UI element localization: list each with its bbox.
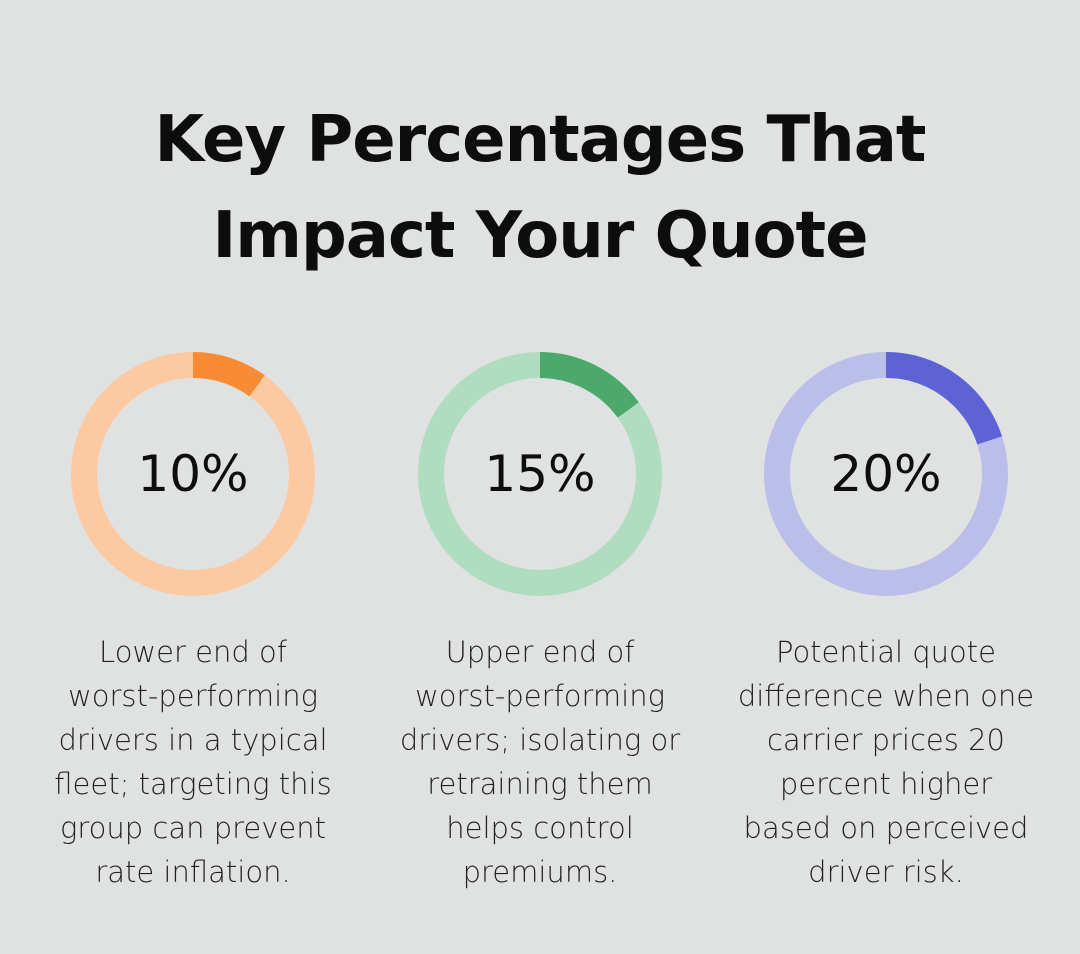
metric-description-2: Upper end of worst-performing drivers; i…	[370, 630, 710, 894]
metric-card-3: 20% Potential quote difference when one …	[716, 352, 1056, 894]
donut-chart-1: 10%	[71, 352, 315, 596]
description-line: premiums.	[462, 855, 618, 889]
metric-card-2: 15% Upper end of worst-performing driver…	[370, 352, 710, 894]
description-line: based on perceived	[743, 811, 1029, 845]
metric-description-1: Lower end of worst-performing drivers in…	[23, 630, 363, 894]
description-line: Lower end of	[99, 635, 287, 669]
description-line: group can prevent	[59, 811, 327, 845]
donut-arc-3	[764, 352, 1008, 596]
donut-chart-2: 15%	[418, 352, 662, 596]
description-line: Upper end of	[445, 635, 635, 669]
percentage-value-1: 10%	[137, 445, 249, 503]
metric-description-3: Potential quote difference when one carr…	[716, 630, 1056, 894]
donut-arc-1	[71, 352, 315, 596]
donut-arc-2	[418, 352, 662, 596]
metric-card-1: 10% Lower end of worst-performing driver…	[23, 352, 363, 894]
description-line: fleet; targeting this	[54, 767, 332, 801]
description-line: helps control	[446, 811, 634, 845]
description-line: retraining them	[427, 767, 653, 801]
title-line-2: Impact Your Quote	[212, 199, 868, 273]
title-line-1: Key Percentages That	[154, 103, 926, 177]
description-line: carrier prices 20	[766, 723, 1005, 757]
percentage-value-3: 20%	[830, 445, 942, 503]
description-line: worst-performing	[68, 679, 318, 713]
description-line: drivers; isolating or	[399, 723, 681, 757]
percentage-value-2: 15%	[484, 445, 596, 503]
description-line: rate inflation.	[95, 855, 291, 889]
donut-svg-3	[764, 352, 1008, 596]
donut-chart-3: 20%	[764, 352, 1008, 596]
description-line: drivers in a typical	[58, 723, 328, 757]
description-line: percent higher	[779, 767, 993, 801]
description-line: Potential quote	[775, 635, 996, 669]
description-line: driver risk.	[808, 855, 964, 889]
description-line: difference when one	[737, 679, 1035, 713]
donut-svg-1	[71, 352, 315, 596]
description-line: worst-performing	[415, 679, 665, 713]
page-title: Key Percentages That Impact Your Quote	[0, 92, 1080, 284]
donut-svg-2	[418, 352, 662, 596]
